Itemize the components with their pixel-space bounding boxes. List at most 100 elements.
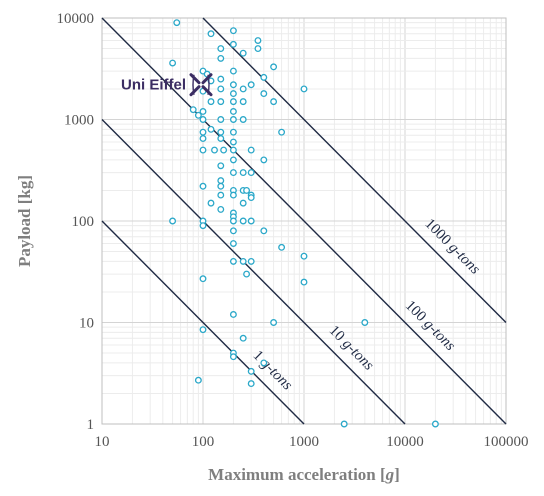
data-point — [278, 243, 286, 251]
data-point — [229, 240, 237, 247]
data-point — [217, 135, 225, 142]
data-point — [260, 359, 268, 367]
x-axis-title-end: ] — [394, 465, 400, 484]
reference-line-label-unit: g-tons — [420, 316, 458, 354]
data-point — [199, 116, 207, 123]
data-point — [247, 194, 255, 202]
data-point — [270, 98, 278, 106]
data-point — [260, 73, 268, 81]
data-point — [340, 420, 348, 428]
data-point — [194, 376, 202, 384]
data-point — [247, 257, 255, 265]
annotation: Uni Eiffel — [121, 73, 213, 97]
data-point — [217, 205, 225, 213]
data-point — [431, 420, 439, 428]
annotation-label: Uni Eiffel — [121, 77, 186, 94]
data-point — [229, 311, 237, 318]
x-axis-title-var: g — [385, 465, 395, 484]
y-tick-label: 1 — [87, 417, 95, 433]
data-point — [247, 217, 255, 225]
reference-line-1 — [101, 220, 305, 425]
data-point — [199, 326, 207, 334]
data-point — [217, 75, 225, 83]
data-point — [194, 111, 202, 119]
data-point — [217, 85, 225, 93]
reference-line-label-3: 100 g-tons — [402, 298, 458, 355]
data-point — [169, 217, 177, 225]
reference-line-4 — [202, 17, 507, 323]
data-point — [300, 85, 308, 93]
data-point — [260, 227, 268, 235]
data-point — [239, 169, 247, 177]
data-point — [278, 128, 286, 136]
data-point — [217, 191, 225, 199]
data-point — [199, 182, 207, 190]
data-point — [260, 90, 268, 98]
data-points — [169, 19, 439, 428]
data-point — [199, 108, 207, 115]
x-tick-label: 10 — [95, 434, 110, 450]
data-point — [217, 54, 225, 62]
data-point — [239, 85, 247, 93]
data-point — [217, 162, 225, 170]
data-point — [229, 90, 237, 98]
data-point — [239, 98, 247, 106]
data-point — [217, 128, 225, 136]
x-axis-title-main: Maximum acceleration [ — [208, 465, 386, 484]
data-point — [247, 146, 255, 154]
data-point — [207, 98, 215, 106]
data-point — [229, 98, 237, 106]
data-point — [229, 146, 237, 154]
data-point — [247, 380, 255, 388]
data-point — [217, 98, 225, 106]
data-point — [173, 19, 181, 27]
data-point — [260, 156, 268, 164]
x-tick-label: 100000 — [484, 434, 529, 450]
data-point — [199, 135, 207, 142]
data-point — [207, 125, 215, 133]
reference-line-label-unit: g-tons — [445, 240, 483, 278]
data-point — [243, 270, 251, 278]
data-point — [247, 81, 255, 89]
y-axis-title: Payload [kg] — [15, 175, 34, 267]
reference-line-label-2: 10 g-tons — [326, 323, 377, 374]
data-point — [229, 67, 237, 75]
data-point — [229, 353, 237, 361]
data-point — [199, 275, 207, 283]
data-point — [229, 116, 237, 123]
data-point — [229, 81, 237, 89]
data-point — [217, 177, 225, 185]
x-axis-title: Maximum acceleration [g] — [208, 465, 400, 484]
data-point — [247, 367, 255, 375]
data-point — [199, 222, 207, 230]
data-point — [229, 217, 237, 225]
data-point — [239, 257, 247, 265]
x-tick-label: 100 — [192, 434, 215, 450]
data-point — [300, 278, 308, 286]
data-point — [217, 182, 225, 190]
x-tick-label: 1000 — [289, 434, 319, 450]
data-point — [229, 27, 237, 35]
data-point — [199, 128, 207, 136]
data-point — [239, 334, 247, 342]
data-point — [229, 169, 237, 177]
data-point — [229, 40, 237, 48]
data-point — [247, 169, 255, 177]
data-point — [239, 116, 247, 123]
data-point — [220, 146, 228, 154]
data-point — [270, 63, 278, 71]
data-point — [229, 227, 237, 235]
data-point — [199, 146, 207, 154]
data-point — [211, 146, 218, 154]
data-point — [239, 217, 247, 225]
reference-line-2 — [101, 119, 406, 425]
data-point — [229, 128, 237, 136]
data-point — [229, 138, 237, 146]
data-point — [254, 37, 262, 44]
y-tick-label: 10000 — [57, 11, 95, 27]
reference-line-label-unit: g-tons — [339, 336, 377, 374]
data-point — [207, 199, 215, 207]
y-tick-label: 100 — [72, 214, 95, 230]
